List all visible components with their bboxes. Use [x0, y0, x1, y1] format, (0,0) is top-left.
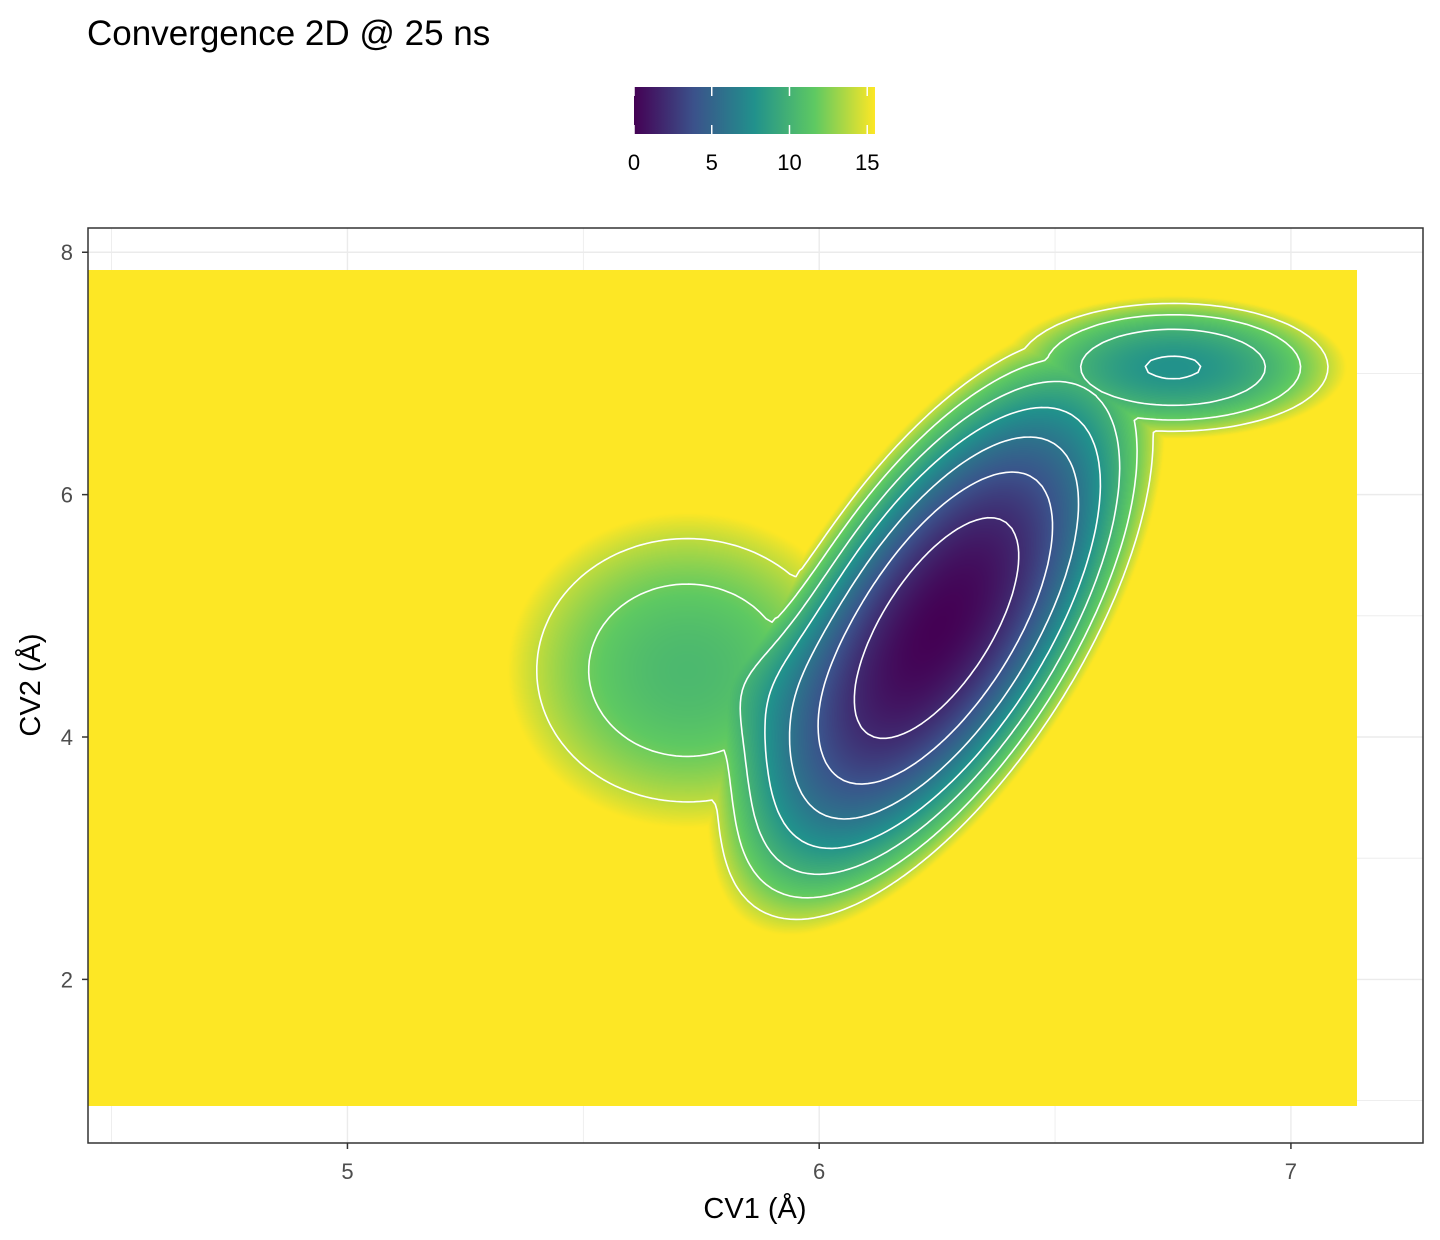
- contour-lines: [536, 302, 1329, 921]
- y-axis-title: CV2 (Å): [14, 633, 47, 736]
- contour-line: [853, 516, 1020, 740]
- plot-border: [87, 227, 1424, 1144]
- y-tick-label: 2: [61, 967, 73, 992]
- x-axis-title: CV1 (Å): [703, 1192, 806, 1225]
- contour-line: [764, 355, 1202, 850]
- y-tick-label: 4: [61, 725, 73, 750]
- heatmap-layer: [88, 270, 1357, 1107]
- x-tick-label: 6: [813, 1159, 825, 1184]
- y-tick-label: 6: [61, 483, 73, 508]
- contour-line: [536, 302, 1329, 921]
- contour-line: [739, 328, 1267, 876]
- contour-line: [587, 314, 1302, 899]
- chart-title: Convergence 2D @ 25 ns: [87, 14, 490, 53]
- contour-line: [788, 436, 1080, 820]
- colorbar-ticks: 0 5 10 15: [628, 87, 879, 175]
- x-tick-label: 5: [341, 1159, 353, 1184]
- x-tick-label: 7: [1285, 1159, 1297, 1184]
- colorbar-gradient: [634, 87, 875, 134]
- colorbar-tick-label: 10: [777, 150, 801, 175]
- colorbar-legend: 0 5 10 15: [628, 87, 879, 175]
- colorbar-tick-label: 15: [855, 150, 879, 175]
- free-energy-surface: [88, 270, 1357, 1107]
- colorbar-tick-label: 0: [628, 150, 640, 175]
- y-axis-ticks: 2 4 6 8: [61, 240, 88, 992]
- colorbar-tick-label: 5: [706, 150, 718, 175]
- x-axis-ticks: 5 6 7: [341, 1143, 1297, 1184]
- y-tick-label: 8: [61, 240, 73, 265]
- contour-line: [817, 471, 1054, 785]
- heatmap-canvas: [88, 270, 1357, 1107]
